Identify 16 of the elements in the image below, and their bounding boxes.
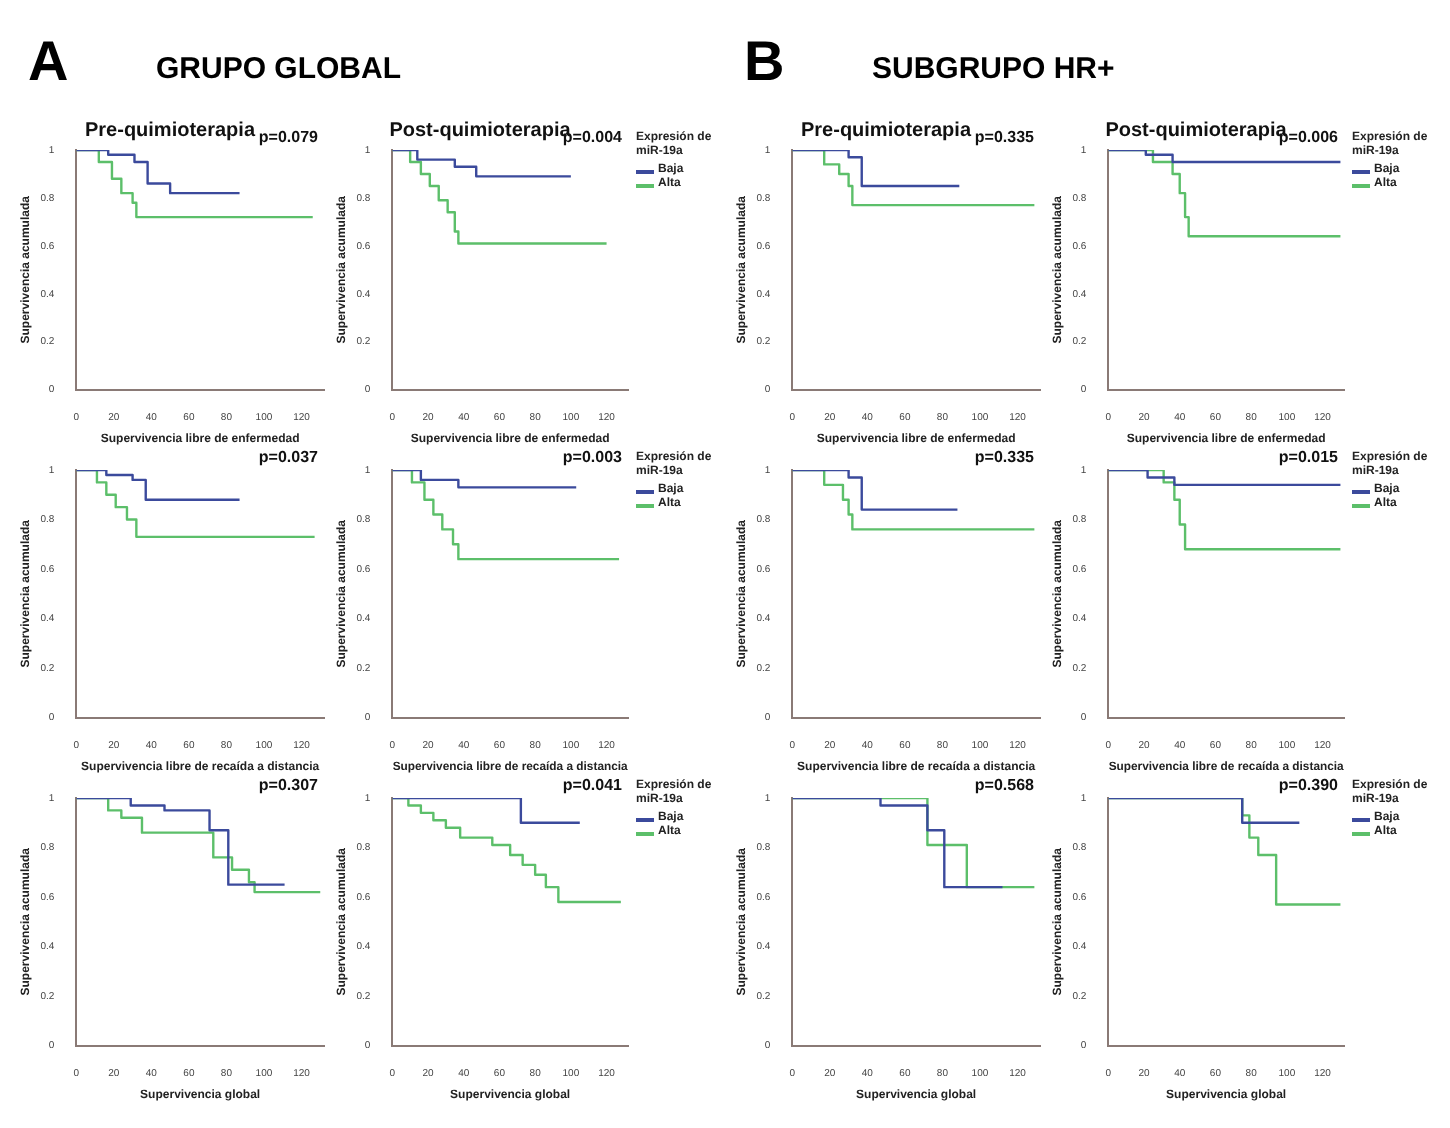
text: p=0.335 [974,128,1036,147]
text: p=0.568 [974,776,1036,795]
chart-title: Pre-quimioterapia [84,119,256,142]
text: p=0.003 [562,448,624,467]
text: p=0.390 [1278,776,1340,795]
text: p=0.307 [258,776,320,795]
text: B [744,30,785,92]
text: p=0.041 [562,776,624,795]
text: SUBGRUPO HR+ [872,52,1115,88]
text: GRUPO GLOBAL [156,52,401,88]
text: A [28,30,69,92]
chart-title: Pre-quimioterapia [800,119,972,142]
text: p=0.037 [258,448,320,467]
text: p=0.079 [258,128,320,147]
text: p=0.335 [974,448,1036,467]
text: p=0.015 [1278,448,1340,467]
